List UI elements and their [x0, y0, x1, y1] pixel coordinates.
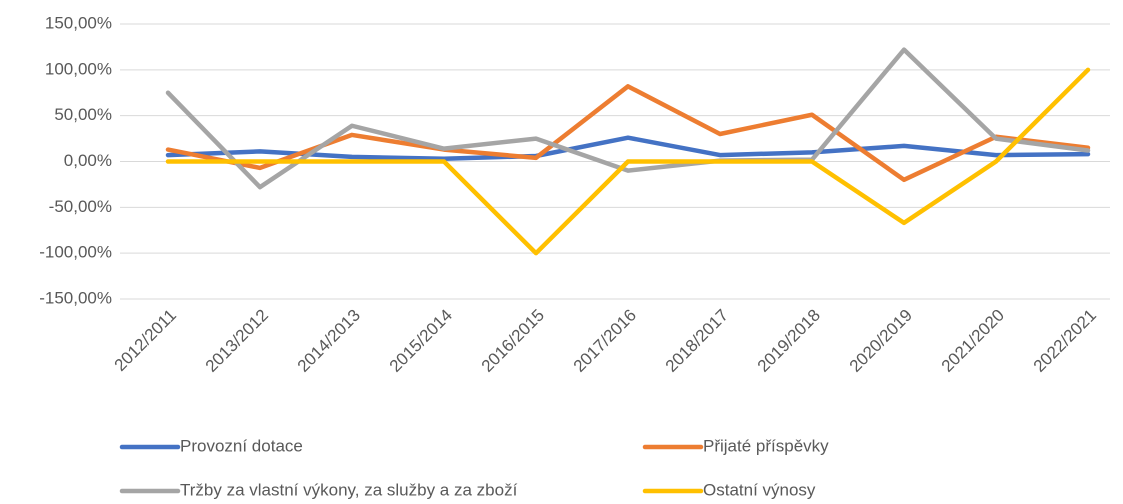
x-tick-label: 2018/2017	[662, 306, 732, 376]
y-tick-label: -100,00%	[39, 243, 112, 262]
x-tick-label: 2014/2013	[294, 306, 364, 376]
y-tick-label: 150,00%	[45, 13, 112, 32]
y-tick-label: 0,00%	[64, 151, 112, 170]
x-tick-label: 2013/2012	[202, 306, 272, 376]
y-tick-label: -50,00%	[49, 197, 112, 216]
legend-label: Provozní dotace	[180, 436, 303, 455]
x-tick-label: 2021/2020	[938, 306, 1008, 376]
y-tick-label: 100,00%	[45, 59, 112, 78]
x-tick-label: 2017/2016	[570, 306, 640, 376]
series-line	[165, 84, 1091, 183]
x-tick-label: 2012/2011	[111, 306, 180, 375]
x-tick-label: 2016/2015	[478, 306, 548, 376]
legend-label: Tržby za vlastní výkony, za služby a za …	[180, 480, 518, 499]
legend-label: Přijaté příspěvky	[703, 436, 829, 455]
series-line	[165, 47, 1091, 190]
series-line	[165, 67, 1091, 256]
x-tick-label: 2019/2018	[754, 306, 824, 376]
legend-label: Ostatní výnosy	[703, 480, 816, 499]
x-tick-label: 2022/2021	[1030, 306, 1100, 376]
series-line	[165, 135, 1091, 161]
x-tick-label: 2020/2019	[846, 306, 916, 376]
x-tick-label: 2015/2014	[386, 306, 456, 376]
y-tick-label: -150,00%	[39, 288, 112, 307]
y-tick-label: 50,00%	[54, 105, 112, 124]
